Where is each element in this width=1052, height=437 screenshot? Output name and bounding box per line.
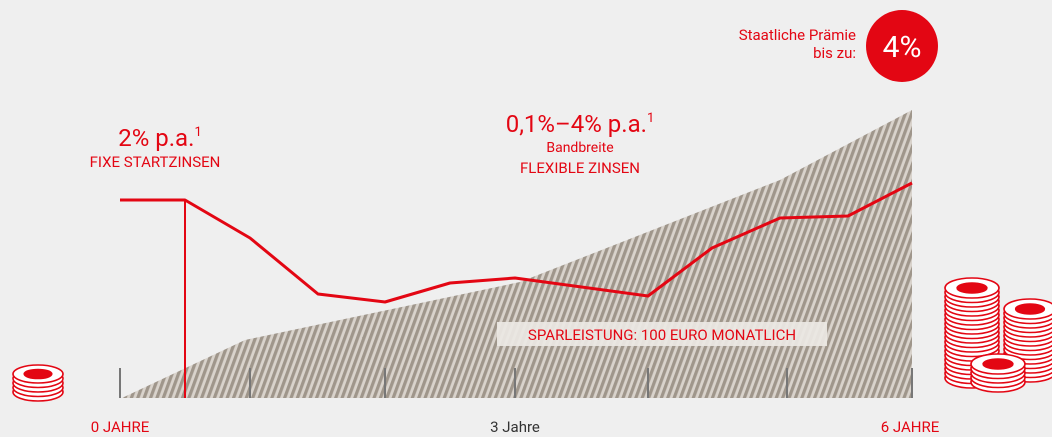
axis-label: 6 JAHRE	[881, 418, 940, 436]
footnote: 1	[647, 111, 654, 126]
flexible-label: FLEXIBLE ZINSEN	[520, 159, 640, 177]
savings-area	[122, 110, 912, 398]
coin-face	[1016, 304, 1045, 314]
axis-label: 3 Jahre	[490, 418, 540, 436]
fixed-label: FIXE STARTZINSEN	[90, 153, 221, 171]
premium-value: 4%	[883, 30, 922, 65]
coin-face	[24, 370, 52, 379]
flexible-rate-value: 0,1%–4% p.a.	[506, 110, 647, 138]
savings-label: SPARLEISTUNG: 100 EURO MONATLICH	[528, 326, 796, 344]
coin-face	[957, 283, 987, 293]
flexible-sublabel: Bandbreite	[546, 140, 613, 156]
footnote: 1	[194, 125, 201, 140]
premium-label: Staatliche Prämie	[739, 26, 856, 44]
coin-face	[983, 359, 1013, 369]
axis-label: 0 JAHRE	[91, 418, 150, 436]
premium-label: bis zu:	[813, 44, 856, 62]
fixed-rate: 2% p.a.1	[118, 124, 202, 152]
fixed-rate-value: 2% p.a.	[118, 124, 194, 152]
page: { "premium": {"label_lines": ["Staatlich…	[0, 0, 1052, 437]
flexible-rate: 0,1%–4% p.a.1	[506, 110, 655, 138]
infographic: SPARLEISTUNG: 100 EURO MONATLICH 2% p.a.…	[0, 0, 1052, 437]
